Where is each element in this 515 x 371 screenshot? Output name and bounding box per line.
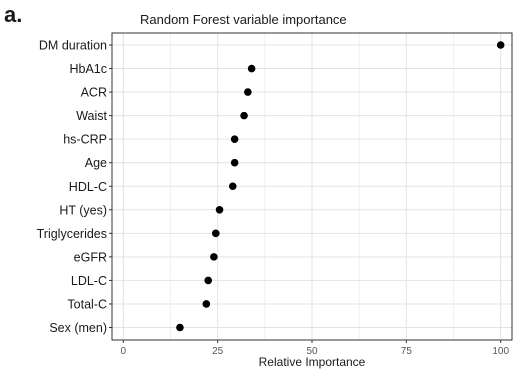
y-tick-label: Triglycerides <box>37 227 107 241</box>
y-tick-label: Waist <box>76 109 107 123</box>
data-point <box>202 300 211 308</box>
y-tick-label: LDL-C <box>71 274 107 288</box>
data-point <box>230 135 239 143</box>
x-axis-label: Relative Importance <box>259 355 366 369</box>
plot-frame <box>111 32 513 341</box>
data-point <box>204 276 213 285</box>
data-point <box>244 88 252 96</box>
panel-label: a. <box>4 2 22 27</box>
y-tick-label: DM duration <box>39 39 107 53</box>
data-point <box>230 158 239 167</box>
chart-title: Random Forest variable importance <box>140 12 347 27</box>
y-tick-label: HDL-C <box>69 180 107 194</box>
y-tick-label: Total-C <box>67 297 107 311</box>
y-tick-label: HbA1c <box>69 62 107 76</box>
y-tick-label: ACR <box>81 86 107 100</box>
data-point <box>228 182 237 191</box>
y-tick-label: Age <box>85 156 107 170</box>
x-tick-label: 50 <box>306 346 318 357</box>
x-tick-label: 25 <box>212 346 224 357</box>
data-point <box>176 323 184 332</box>
x-tick-label: 0 <box>121 346 127 357</box>
grid <box>112 33 512 340</box>
data-point <box>247 64 256 73</box>
y-tick-label: Sex (men) <box>49 321 107 335</box>
data-point <box>240 111 248 120</box>
data-point <box>210 253 218 261</box>
data-point <box>215 205 224 214</box>
y-tick-label: hs-CRP <box>63 133 107 147</box>
x-tick-label: 75 <box>401 346 413 357</box>
data-point <box>211 229 220 238</box>
x-tick-label: 100 <box>492 346 509 357</box>
data-points <box>176 41 505 332</box>
y-tick-label: HT (yes) <box>59 203 107 217</box>
y-tick-label: eGFR <box>74 250 107 264</box>
data-point <box>496 41 505 49</box>
y-axis-labels: DM duration HbA1c ACR Waist hs-CRP Age HDL-C HT… <box>37 39 112 335</box>
